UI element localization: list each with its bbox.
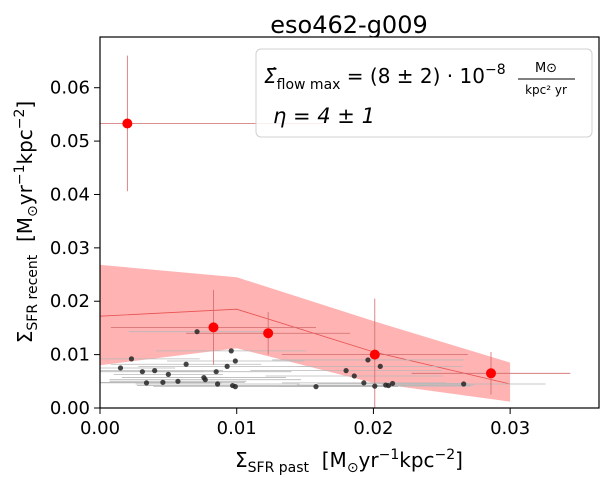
individual-point bbox=[213, 369, 219, 375]
individual-point bbox=[160, 379, 166, 385]
y-axis-label: ΣSFR recent [M⊙yr−1kpc−2] bbox=[12, 101, 41, 343]
individual-point bbox=[214, 381, 221, 387]
y-tick-label: 0.04 bbox=[50, 184, 90, 205]
binned-point bbox=[208, 322, 219, 333]
y-label-close: ] bbox=[13, 101, 37, 109]
flow-rate-annotation: Σ̇flow max = (8 ± 2) · 10−8 bbox=[264, 62, 506, 93]
individual-point bbox=[351, 373, 357, 379]
individual-point bbox=[183, 361, 189, 367]
individual-point bbox=[128, 356, 135, 362]
y-tick-label: 0.00 bbox=[50, 398, 90, 419]
individual-point bbox=[313, 384, 319, 390]
individual-point bbox=[224, 363, 230, 369]
individual-point bbox=[232, 358, 238, 364]
y-label-gap bbox=[13, 242, 37, 255]
y-label-exp2: −2 bbox=[12, 109, 28, 130]
flow-unit-denominator: kpc² yr bbox=[525, 83, 567, 97]
individual-point bbox=[117, 365, 124, 371]
individual-point bbox=[232, 384, 238, 390]
individual-point bbox=[365, 357, 371, 363]
y-tick-label: 0.06 bbox=[50, 78, 90, 99]
y-label-exp1: −1 bbox=[12, 165, 28, 186]
x-label-sun: ⊙ bbox=[347, 460, 359, 476]
individual-point bbox=[139, 369, 145, 375]
binned-point bbox=[263, 328, 274, 339]
individual-point bbox=[372, 383, 378, 389]
binned-point bbox=[485, 368, 496, 379]
y-tick-label: 0.02 bbox=[50, 291, 90, 312]
x-axis-ticks: 0.00 0.01 0.02 0.03 bbox=[80, 408, 530, 439]
x-label-symbol: Σ bbox=[235, 448, 248, 472]
annotation-box: Σ̇flow max = (8 ± 2) · 10−8 M⊙ kpc² yr η… bbox=[255, 48, 593, 138]
x-tick-label: 0.02 bbox=[353, 418, 393, 439]
y-tick-label: 0.01 bbox=[50, 345, 90, 366]
individual-point bbox=[152, 368, 158, 374]
x-label-yr: yr bbox=[359, 448, 380, 472]
y-label-subscript: SFR recent bbox=[25, 254, 41, 330]
y-label-units: [M bbox=[13, 217, 37, 242]
x-label-kpc: kpc bbox=[399, 448, 434, 472]
x-tick-label: 0.01 bbox=[217, 418, 257, 439]
individual-point bbox=[202, 377, 208, 383]
eta-annotation: η = 4 ± 1 bbox=[273, 104, 375, 128]
chart-title: eso462-g009 bbox=[270, 11, 427, 39]
flow-symbol: Σ̇ bbox=[264, 64, 277, 88]
individual-point bbox=[377, 363, 383, 369]
y-label-sun: ⊙ bbox=[25, 205, 41, 217]
y-label-yr: yr bbox=[13, 184, 37, 205]
binned-point-layer bbox=[122, 118, 496, 379]
individual-point bbox=[175, 378, 181, 384]
individual-point bbox=[143, 380, 150, 386]
individual-point bbox=[361, 380, 367, 386]
model-center-line bbox=[99, 308, 511, 385]
x-label-exp1: −1 bbox=[379, 447, 400, 463]
y-axis-ticks: 0.00 0.01 0.02 0.03 0.04 0.05 0.06 bbox=[50, 78, 100, 419]
flow-unit-numerator: M⊙ bbox=[535, 61, 557, 76]
individual-point bbox=[385, 382, 392, 389]
individual-point bbox=[194, 329, 200, 335]
x-tick-label: 0.00 bbox=[80, 418, 120, 439]
x-label-gap bbox=[309, 448, 322, 472]
individual-point bbox=[461, 381, 467, 387]
x-axis-label: ΣSFR past [M⊙yr−1kpc−2] bbox=[235, 447, 463, 476]
x-tick-label: 0.03 bbox=[490, 418, 530, 439]
individual-point bbox=[343, 368, 349, 374]
flow-subscript: flow max bbox=[277, 77, 341, 93]
binned-point bbox=[369, 349, 380, 360]
individual-point bbox=[165, 371, 171, 377]
x-label-subscript: SFR past bbox=[248, 460, 310, 476]
plot-frame bbox=[99, 36, 600, 409]
flow-value: = (8 ± 2) · 10 bbox=[340, 64, 485, 88]
flow-exponent: −8 bbox=[485, 62, 506, 78]
y-tick-label: 0.03 bbox=[50, 238, 90, 259]
annotation-frame bbox=[255, 48, 593, 138]
individual-point-layer bbox=[117, 329, 467, 390]
x-label-exp2: −2 bbox=[435, 447, 456, 463]
x-label-close: ] bbox=[455, 448, 463, 472]
y-tick-label: 0.05 bbox=[50, 131, 90, 152]
y-label-kpc: kpc bbox=[13, 129, 37, 164]
individual-point bbox=[389, 380, 396, 387]
y-label-symbol: Σ bbox=[13, 331, 37, 344]
individual-point bbox=[228, 348, 234, 354]
x-label-units: [M bbox=[322, 448, 347, 472]
binned-point bbox=[122, 118, 133, 129]
